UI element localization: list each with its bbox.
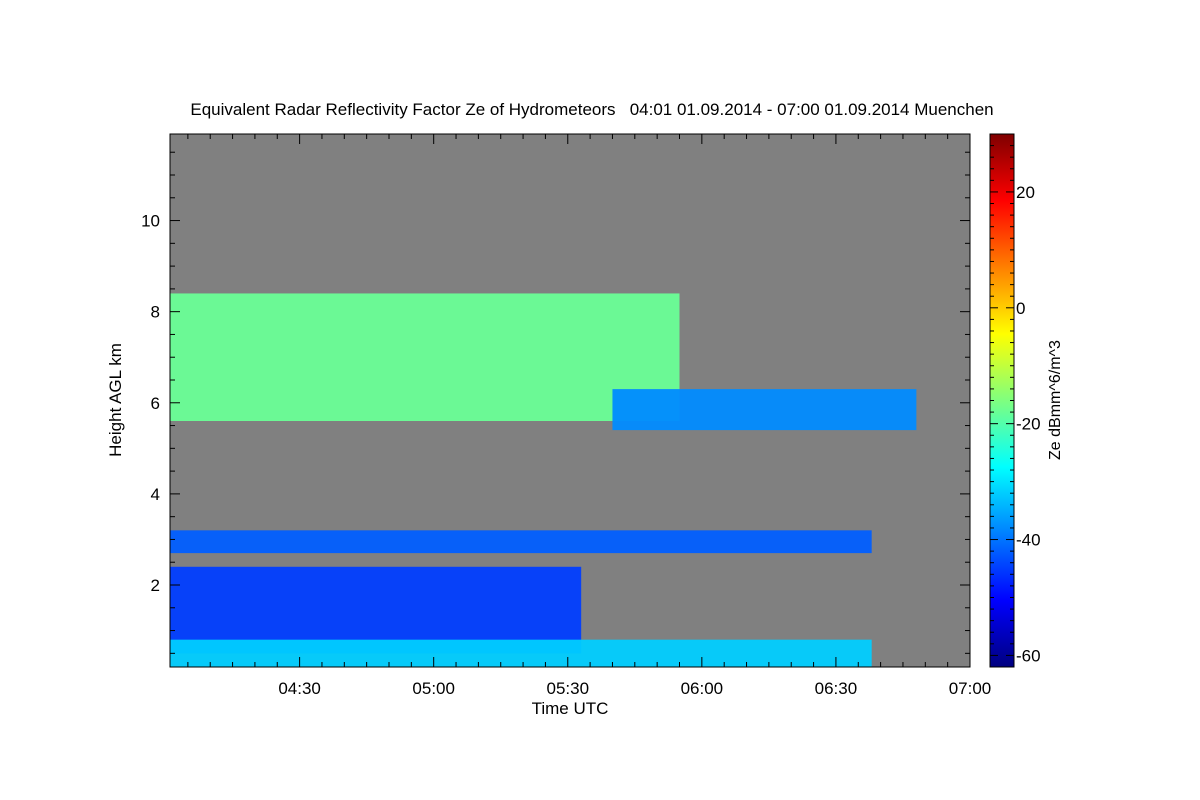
chart-title: Equivalent Radar Reflectivity Factor Ze … bbox=[190, 100, 993, 119]
x-tick-label: 04:30 bbox=[278, 679, 321, 698]
x-tick-label: 05:30 bbox=[546, 679, 589, 698]
colorbar-tick-label: -60 bbox=[1016, 646, 1041, 665]
y-tick-label: 4 bbox=[151, 485, 160, 504]
colorbar-tick-label: -40 bbox=[1016, 531, 1041, 550]
reflectivity-layers bbox=[170, 293, 917, 667]
reflectivity-layer-4 bbox=[170, 566, 582, 654]
colorbar-axis: -60 -40 -20 0 20 bbox=[990, 133, 1041, 668]
reflectivity-layer-2 bbox=[612, 389, 917, 431]
x-tick-label: 07:00 bbox=[949, 679, 992, 698]
colorbar-tick-label: 20 bbox=[1016, 183, 1035, 202]
colorbar-tick-label: -20 bbox=[1016, 415, 1041, 434]
y-axis-label: Height AGL km bbox=[106, 343, 125, 457]
y-tick-label: 6 bbox=[151, 394, 160, 413]
reflectivity-layer-3 bbox=[170, 530, 872, 554]
y-tick-label: 10 bbox=[141, 212, 160, 231]
reflectivity-layer-5 bbox=[170, 639, 872, 667]
reflectivity-layer-1 bbox=[170, 293, 680, 421]
x-axis-label: Time UTC bbox=[532, 699, 609, 718]
colorbar-tick-label: 0 bbox=[1016, 299, 1025, 318]
y-axis: 2 4 6 8 10 bbox=[141, 151, 970, 654]
y-tick-label: 2 bbox=[151, 576, 160, 595]
x-tick-label: 06:00 bbox=[681, 679, 724, 698]
x-tick-label: 06:30 bbox=[815, 679, 858, 698]
x-axis: 04:30 05:00 05:30 06:00 06:30 07:00 bbox=[187, 134, 992, 698]
y-tick-label: 8 bbox=[151, 303, 160, 322]
x-tick-label: 05:00 bbox=[412, 679, 455, 698]
colorbar-label: Ze dBmm^6/m^3 bbox=[1047, 340, 1064, 460]
plot-frame bbox=[169, 133, 971, 668]
